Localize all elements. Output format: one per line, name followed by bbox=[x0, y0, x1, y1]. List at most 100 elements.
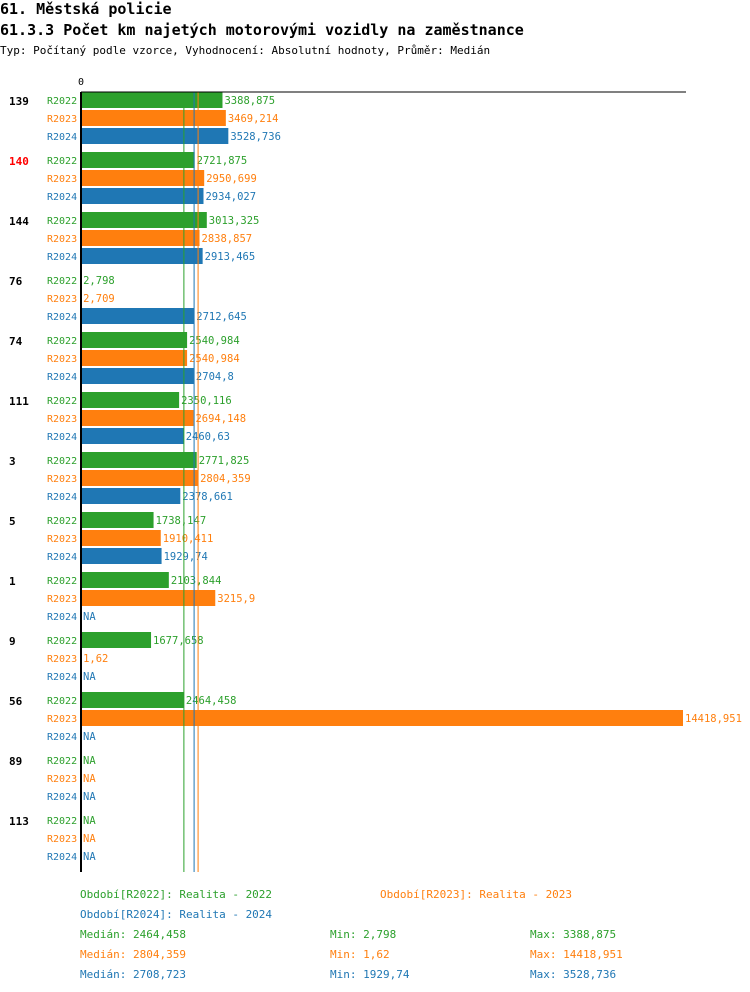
value-label-74-R2024: 2704,8 bbox=[196, 371, 234, 383]
bar-5-R2022 bbox=[81, 512, 154, 528]
bar-3-R2024 bbox=[81, 488, 181, 504]
stat-max-r2022: Max: 3388,875 bbox=[530, 928, 617, 941]
bar-56-R2023 bbox=[81, 710, 683, 726]
value-label-74-R2022: 2540,984 bbox=[189, 335, 240, 347]
series-label-89-R2022: R2022 bbox=[47, 756, 77, 767]
value-label-140-R2023: 2950,699 bbox=[206, 173, 257, 185]
page-title: 61. Městská policie bbox=[0, 0, 172, 18]
bar-3-R2022 bbox=[81, 452, 197, 468]
series-label-113-R2022: R2022 bbox=[47, 816, 77, 827]
stat-min-r2024: Min: 1929,74 bbox=[330, 968, 410, 981]
series-label-1-R2024: R2024 bbox=[47, 612, 77, 623]
stat-median-r2022: Medián: 2464,458 bbox=[80, 928, 186, 941]
group-label-5: 5 bbox=[9, 515, 16, 528]
value-label-111-R2023: 2694,148 bbox=[195, 413, 246, 425]
value-label-3-R2023: 2804,359 bbox=[200, 473, 251, 485]
series-label-111-R2024: R2024 bbox=[47, 432, 77, 443]
chart-title: 61.3.3 Počet km najetých motorovými vozi… bbox=[0, 21, 524, 39]
stat-max-r2024: Max: 3528,736 bbox=[530, 968, 617, 981]
bar-1-R2023 bbox=[81, 590, 216, 606]
bar-144-R2022 bbox=[81, 212, 207, 228]
series-label-3-R2022: R2022 bbox=[47, 456, 77, 467]
series-label-111-R2022: R2022 bbox=[47, 396, 77, 407]
stat-max-r2023: Max: 14418,951 bbox=[530, 948, 623, 961]
bar-111-R2024 bbox=[81, 428, 184, 444]
series-label-113-R2024: R2024 bbox=[47, 852, 77, 863]
group-label-74: 74 bbox=[9, 335, 23, 348]
value-label-56-R2023: 14418,951 bbox=[685, 713, 742, 725]
group-label-140: 140 bbox=[9, 155, 29, 168]
bar-140-R2022 bbox=[81, 152, 195, 168]
value-label-113-R2022: NA bbox=[83, 815, 96, 827]
series-label-76-R2022: R2022 bbox=[47, 276, 77, 287]
value-label-56-R2022: 2464,458 bbox=[186, 695, 237, 707]
value-label-113-R2024: NA bbox=[83, 851, 96, 863]
group-label-111: 111 bbox=[9, 395, 29, 408]
stat-median-r2024: Medián: 2708,723 bbox=[80, 968, 186, 981]
series-label-113-R2023: R2023 bbox=[47, 834, 77, 845]
series-label-144-R2024: R2024 bbox=[47, 252, 77, 263]
group-label-139: 139 bbox=[9, 95, 29, 108]
value-label-1-R2022: 2103,844 bbox=[171, 575, 222, 587]
value-label-144-R2024: 2913,465 bbox=[205, 251, 256, 263]
series-label-111-R2023: R2023 bbox=[47, 414, 77, 425]
value-label-111-R2022: 2350,116 bbox=[181, 395, 232, 407]
series-label-1-R2022: R2022 bbox=[47, 576, 77, 587]
group-label-56: 56 bbox=[9, 695, 23, 708]
bar-111-R2022 bbox=[81, 392, 180, 408]
series-label-76-R2023: R2023 bbox=[47, 294, 77, 305]
group-label-3: 3 bbox=[9, 455, 16, 468]
bar-144-R2024 bbox=[81, 248, 203, 264]
value-label-9-R2023: 1,62 bbox=[83, 653, 108, 665]
value-label-76-R2023: 2,709 bbox=[83, 293, 115, 305]
bar-111-R2023 bbox=[81, 410, 194, 426]
series-label-74-R2022: R2022 bbox=[47, 336, 77, 347]
value-label-113-R2023: NA bbox=[83, 833, 96, 845]
series-label-1-R2023: R2023 bbox=[47, 594, 77, 605]
value-label-89-R2023: NA bbox=[83, 773, 96, 785]
series-label-144-R2023: R2023 bbox=[47, 234, 77, 245]
group-label-76: 76 bbox=[9, 275, 23, 288]
bar-139-R2022 bbox=[81, 92, 223, 108]
bar-5-R2023 bbox=[81, 530, 161, 546]
bar-74-R2024 bbox=[81, 368, 194, 384]
series-label-139-R2024: R2024 bbox=[47, 132, 77, 143]
series-label-56-R2022: R2022 bbox=[47, 696, 77, 707]
series-label-9-R2022: R2022 bbox=[47, 636, 77, 647]
value-label-1-R2023: 3215,9 bbox=[217, 593, 255, 605]
bar-139-R2024 bbox=[81, 128, 229, 144]
group-label-144: 144 bbox=[9, 215, 29, 228]
series-label-9-R2024: R2024 bbox=[47, 672, 77, 683]
bar-140-R2024 bbox=[81, 188, 204, 204]
stat-min-r2022: Min: 2,798 bbox=[330, 928, 397, 941]
legend-r2022: Období[R2022]: Realita - 2022 bbox=[80, 888, 273, 901]
value-label-144-R2022: 3013,325 bbox=[209, 215, 260, 227]
series-label-76-R2024: R2024 bbox=[47, 312, 77, 323]
group-label-113: 113 bbox=[9, 815, 29, 828]
series-label-140-R2024: R2024 bbox=[47, 192, 77, 203]
series-label-3-R2023: R2023 bbox=[47, 474, 77, 485]
series-label-56-R2023: R2023 bbox=[47, 714, 77, 725]
stat-median-r2023: Medián: 2804,359 bbox=[80, 948, 186, 961]
value-label-139-R2023: 3469,214 bbox=[228, 113, 279, 125]
value-label-5-R2024: 1929,74 bbox=[164, 551, 208, 563]
series-label-140-R2022: R2022 bbox=[47, 156, 77, 167]
value-label-140-R2024: 2934,027 bbox=[205, 191, 256, 203]
series-label-139-R2023: R2023 bbox=[47, 114, 77, 125]
series-label-144-R2022: R2022 bbox=[47, 216, 77, 227]
series-label-9-R2023: R2023 bbox=[47, 654, 77, 665]
axis-origin-label: 0 bbox=[78, 77, 84, 88]
bar-3-R2023 bbox=[81, 470, 199, 486]
value-label-56-R2024: NA bbox=[83, 731, 96, 743]
value-label-9-R2024: NA bbox=[83, 671, 96, 683]
value-label-1-R2024: NA bbox=[83, 611, 96, 623]
series-label-89-R2023: R2023 bbox=[47, 774, 77, 785]
series-label-3-R2024: R2024 bbox=[47, 492, 77, 503]
legend-r2023: Období[R2023]: Realita - 2023 bbox=[380, 888, 573, 901]
group-label-9: 9 bbox=[9, 635, 16, 648]
series-label-74-R2023: R2023 bbox=[47, 354, 77, 365]
bar-74-R2023 bbox=[81, 350, 188, 366]
series-label-74-R2024: R2024 bbox=[47, 372, 77, 383]
bar-5-R2024 bbox=[81, 548, 162, 564]
